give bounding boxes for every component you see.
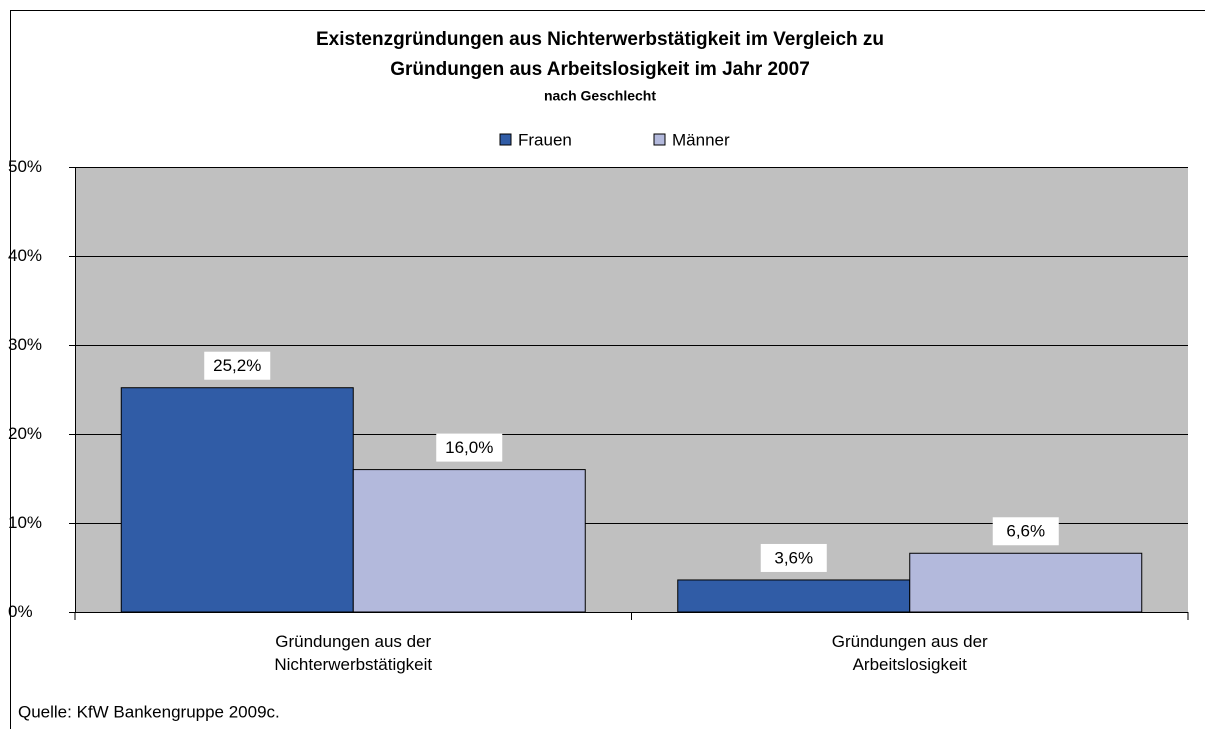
x-tick-label: Gründungen aus der Nichterwerbstätigkeit — [274, 632, 433, 674]
y-tick-label: 0% — [8, 602, 33, 621]
bar — [352, 469, 586, 613]
value-label-bg — [760, 543, 827, 572]
x-tick-label: Gründungen aus der Arbeitslosigkeit — [831, 632, 988, 674]
y-tick-label: 30% — [8, 335, 42, 354]
legend-swatch — [499, 133, 512, 146]
bar — [909, 552, 1143, 613]
y-tick-label: 10% — [8, 513, 42, 532]
bar — [677, 579, 911, 613]
source: Quelle: KfW Bankengruppe 2009c. — [18, 702, 280, 721]
bar — [120, 387, 354, 613]
y-tick-label: 20% — [8, 424, 42, 443]
value-label: 16,0% — [445, 438, 493, 457]
value-label-bg — [204, 351, 271, 380]
value-label: 6,6% — [1006, 522, 1045, 541]
chart-subtitle: nach Geschlecht — [544, 88, 656, 104]
value-label-bg — [992, 517, 1059, 546]
value-label-bg — [436, 433, 503, 462]
legend-label: Männer — [672, 130, 730, 149]
y-tick-label: 50% — [8, 157, 42, 176]
value-label: 25,2% — [213, 356, 261, 375]
y-tick-label: 40% — [8, 246, 42, 265]
legend-swatch — [653, 133, 666, 146]
legend-label: Frauen — [518, 130, 572, 149]
chart-title: Existenzgründungen aus Nichterwerbstätig… — [316, 29, 884, 50]
chart-title: Gründungen aus Arbeitslosigkeit im Jahr … — [390, 59, 810, 80]
value-label: 3,6% — [774, 548, 813, 567]
